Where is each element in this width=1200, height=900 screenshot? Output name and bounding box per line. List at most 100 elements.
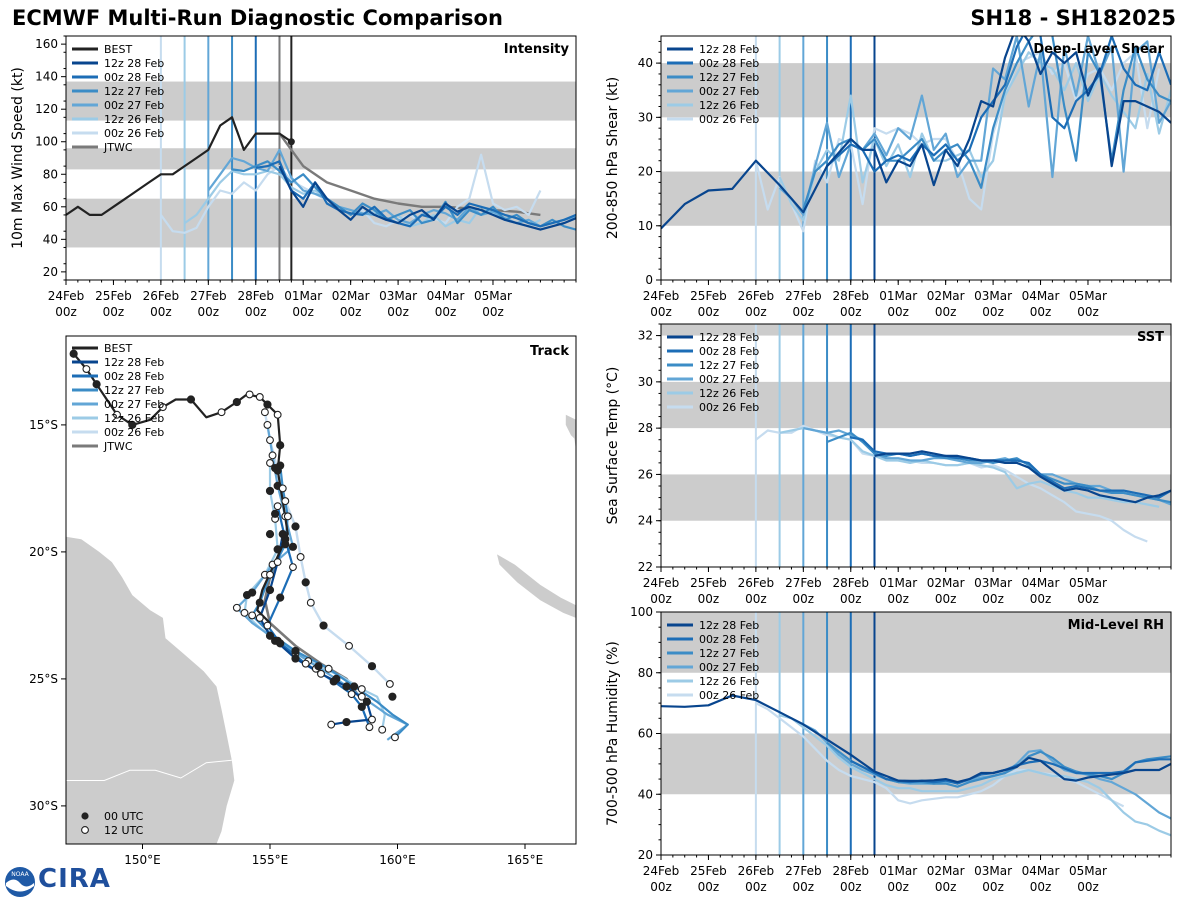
sst-band-2 <box>661 324 1171 336</box>
rh-plot-area <box>661 612 1171 855</box>
track-point-00utc <box>265 585 275 595</box>
shear-xtick-time-0: 00z <box>650 305 672 319</box>
land-new-caledonia <box>497 554 576 618</box>
intensity-ytick-label-20: 20 <box>43 265 58 279</box>
rh-band-1 <box>661 612 1171 673</box>
sst-xtick-date-6: 02Mar <box>927 576 965 590</box>
lat-tick-label-20: 20°S <box>29 545 58 559</box>
track-point-12utc <box>385 680 394 688</box>
rh-xtick-date-7: 03Mar <box>974 864 1012 878</box>
track-point-00utc <box>329 677 338 686</box>
shear-xtick-time-1: 00z <box>698 305 720 319</box>
legend-label-00z-27-feb: 00z 27 Feb <box>104 398 164 411</box>
track-point-12utc <box>240 608 249 617</box>
track-point-12utc <box>283 512 292 521</box>
track-point-12utc <box>255 393 264 401</box>
sst-plot-area <box>661 324 1171 567</box>
intensity-band-2 <box>66 81 576 121</box>
intensity-xtick-date-8: 04Mar <box>427 289 465 303</box>
legend-label-00z-27-feb: 00z 27 Feb <box>699 85 759 98</box>
intensity-plot-area <box>66 36 576 280</box>
intensity-xtick-time-1: 00z <box>103 305 125 319</box>
rh-xtick-time-8: 00z <box>1030 880 1052 894</box>
shear-xtick-date-8: 04Mar <box>1022 289 1060 303</box>
track-00z-27-feb <box>235 424 409 741</box>
track-point-12utc <box>273 410 282 419</box>
rh-ytick-label-80: 80 <box>638 666 653 680</box>
lon-tick-label-160: 160°E <box>379 853 416 867</box>
track-point-00utc <box>319 621 328 630</box>
rh-xtick-date-6: 02Mar <box>927 864 965 878</box>
track-point-12utc <box>266 436 274 445</box>
land-australia <box>66 536 235 844</box>
intensity-xtick-date-6: 02Mar <box>332 289 370 303</box>
sst-xtick-date-4: 28Feb <box>833 576 870 590</box>
track-point-12utc <box>273 558 282 567</box>
shear-ytick-label-0: 0 <box>645 273 653 287</box>
track-point-12utc <box>345 641 353 650</box>
legend-label-jtwc: JTWC <box>103 141 133 154</box>
track-point-00utc <box>248 588 257 597</box>
intensity-ytick-label-80: 80 <box>43 167 58 181</box>
sst-ytick-label-24: 24 <box>638 514 653 528</box>
sst-xtick-date-3: 27Feb <box>785 576 822 590</box>
intensity-ytick-label-40: 40 <box>43 232 58 246</box>
sst-xtick-date-8: 04Mar <box>1022 576 1060 590</box>
legend-label-12z-28-feb: 12z 28 Feb <box>104 57 164 70</box>
intensity-ytick-label-160: 160 <box>35 37 58 51</box>
shear-xtick-date-3: 27Feb <box>785 289 822 303</box>
sst-ytick-label-32: 32 <box>638 329 653 343</box>
track-point-12utc <box>378 725 387 734</box>
rh-xtick-time-3: 00z <box>793 880 815 894</box>
track-point-00utc <box>291 646 300 656</box>
track-point-00utc <box>342 717 351 727</box>
intensity-xtick-date-1: 25Feb <box>95 289 132 303</box>
legend-label-00z-28-feb: 00z 28 Feb <box>699 345 759 358</box>
intensity-xtick-date-9: 05Mar <box>474 289 512 303</box>
intensity-xtick-date-7: 03Mar <box>379 289 417 303</box>
intensity-series-12z-27-feb <box>231 160 576 231</box>
sst-xtick-time-2: 00z <box>745 592 767 606</box>
shear-xtick-time-3: 00z <box>793 305 815 319</box>
legend-label-00z-28-feb: 00z 28 Feb <box>699 57 759 70</box>
sst-xtick-date-5: 01Mar <box>879 576 917 590</box>
rh-ytick-label-60: 60 <box>638 727 653 741</box>
track-point-12utc <box>327 720 336 729</box>
track-point-12utc <box>357 692 366 701</box>
track-point-00utc <box>388 692 397 701</box>
sst-xtick-time-1: 00z <box>698 592 720 606</box>
shear-xtick-date-4: 28Feb <box>833 289 870 303</box>
legend-label-00z-28-feb: 00z 28 Feb <box>699 633 759 646</box>
shear-xtick-time-7: 00z <box>982 305 1004 319</box>
shear-xtick-time-4: 00z <box>840 305 862 319</box>
legend-label-12z-28-feb: 12z 28 Feb <box>699 619 759 632</box>
shear-xtick-time-9: 00z <box>1077 305 1099 319</box>
shear-xtick-date-1: 25Feb <box>690 289 727 303</box>
sst-xtick-time-5: 00z <box>887 592 909 606</box>
rh-xtick-time-0: 00z <box>650 880 672 894</box>
legend-label-00z-27-feb: 00z 27 Feb <box>699 661 759 674</box>
track-point-12utc <box>255 613 264 622</box>
track-point-12utc <box>278 484 287 493</box>
lon-tick-label-150: 150°E <box>124 853 161 867</box>
sst-ytick-label-28: 28 <box>638 421 653 435</box>
rh-series-12z-26-feb <box>779 714 1171 837</box>
marker-legend-open <box>81 826 89 834</box>
track-point-00utc <box>301 578 310 587</box>
intensity-xtick-time-0: 00z <box>55 305 77 319</box>
track-point-12utc <box>357 685 366 694</box>
rh-xtick-time-2: 00z <box>745 880 767 894</box>
track-point-12utc <box>263 621 272 630</box>
sst-frame <box>660 323 1172 568</box>
shear-band-0 <box>661 171 1171 226</box>
legend-label-12z-27-feb: 12z 27 Feb <box>104 384 164 397</box>
track-point-12utc <box>281 497 290 506</box>
sst-xtick-time-7: 00z <box>982 592 1004 606</box>
sst-xtick-time-3: 00z <box>793 592 815 606</box>
track-point-12utc <box>82 365 91 373</box>
shear-xtick-date-0: 24Feb <box>643 289 680 303</box>
track-point-00utc <box>278 530 287 539</box>
track-point-12utc <box>245 390 254 399</box>
